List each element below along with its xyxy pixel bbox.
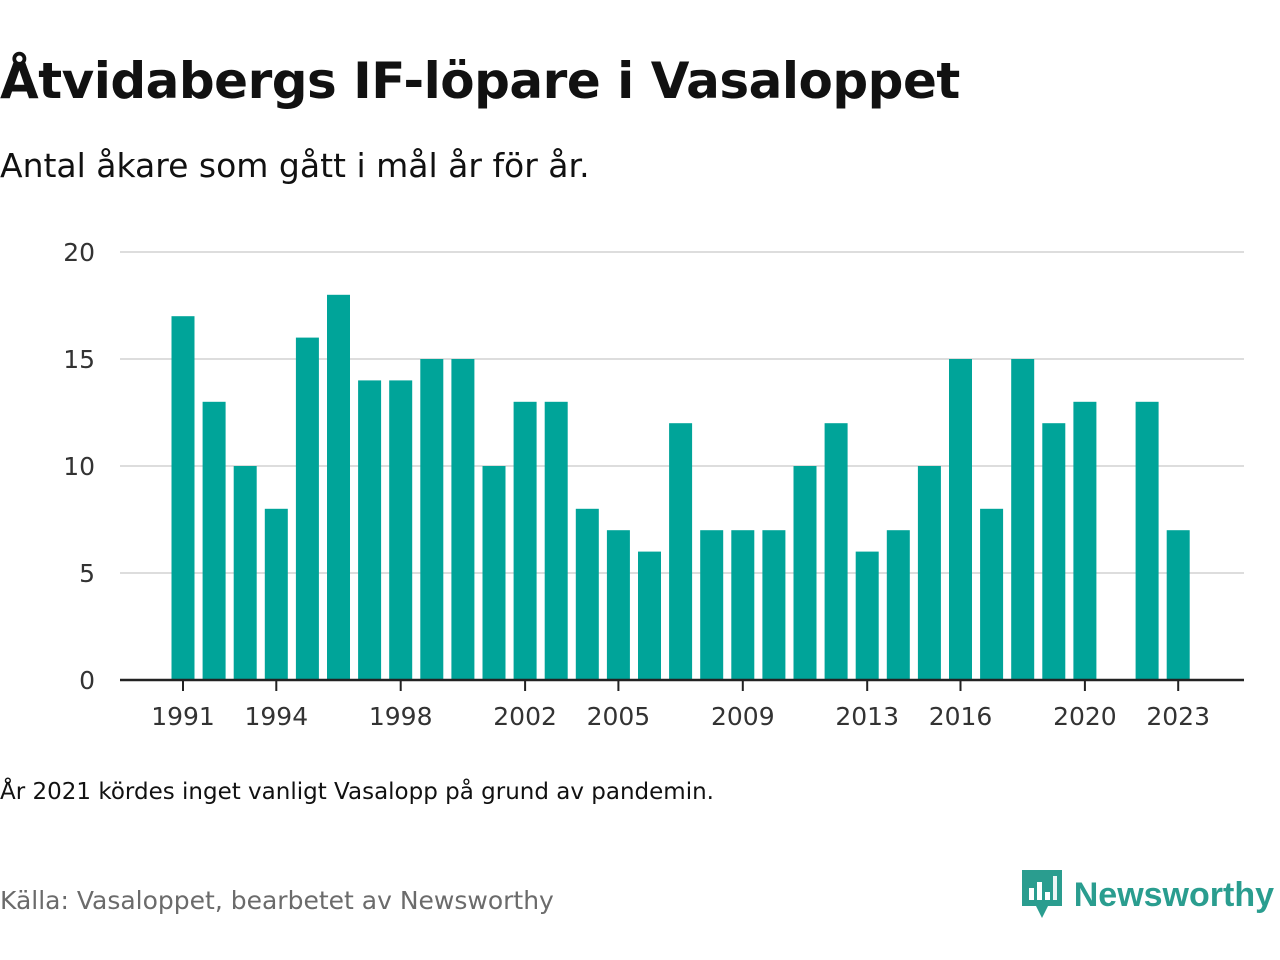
bar-chart: 0 5 10 15 20 1991 1994 1998 2002 2005 2009 2013 2016…	[63, 238, 1244, 731]
x-tick-label: 2002	[493, 702, 557, 731]
bar-2019	[1042, 423, 1066, 680]
bar-2020	[1073, 401, 1097, 680]
bar-2000	[451, 359, 475, 680]
bar-2008	[700, 530, 724, 680]
bar-2015	[917, 466, 941, 680]
bars	[171, 294, 1190, 680]
bar-2005	[606, 530, 630, 680]
y-tick-label: 15	[63, 345, 95, 374]
x-tick-label: 2020	[1053, 702, 1117, 731]
bar-2016	[949, 359, 972, 680]
chart-title: Åtvidabergs IF-löpare i Vasaloppet	[0, 52, 960, 110]
bar-2018	[1011, 359, 1035, 680]
x-tick-label: 2013	[835, 702, 899, 731]
y-tick-label: 10	[63, 452, 95, 481]
x-tick-label: 2009	[711, 702, 775, 731]
bar-1994	[264, 508, 288, 680]
bar-1996	[327, 294, 350, 680]
bar-2006	[638, 551, 661, 680]
bar-2011	[793, 466, 817, 680]
tick-labels: 0 5 10 15 20 1991 1994 1998 2002 2005 2009 2013 2016…	[63, 238, 1210, 731]
bar-2022	[1135, 401, 1159, 680]
newsworthy-logo-icon	[1021, 870, 1062, 918]
chart-subtitle: Antal åkare som gått i mål år för år.	[0, 146, 590, 185]
brand-logo: Newsworthy	[1021, 870, 1274, 920]
chart-note: År 2021 kördes inget vanligt Vasalopp på…	[0, 779, 714, 805]
x-axis	[120, 678, 1244, 691]
x-tick-label: 1994	[244, 702, 308, 731]
bar-2013	[855, 551, 879, 680]
bar-2007	[669, 423, 693, 680]
y-tick-label: 0	[79, 666, 95, 695]
brand-name: Newsworthy	[1073, 875, 1274, 914]
bar-1991	[171, 316, 195, 680]
bar-2017	[980, 508, 1004, 680]
bar-1995	[295, 337, 319, 680]
x-tick-label: 1998	[369, 702, 433, 731]
bar-2002	[513, 401, 537, 680]
bar-1999	[420, 359, 444, 680]
bar-1998	[389, 380, 413, 680]
source-text: Källa: Vasaloppet, bearbetet av Newswort…	[0, 886, 554, 915]
y-tick-label: 5	[79, 559, 95, 588]
bar-2009	[731, 530, 755, 680]
bar-2012	[824, 423, 848, 680]
bar-2023	[1166, 530, 1190, 680]
y-tick-label: 20	[63, 238, 95, 267]
bar-1993	[233, 466, 257, 680]
x-tick-label: 2016	[929, 702, 993, 731]
bar-2003	[544, 401, 568, 680]
bar-2004	[575, 508, 599, 680]
x-tick-label: 1991	[151, 702, 215, 731]
bar-1992	[202, 401, 226, 680]
x-tick-label: 2023	[1146, 702, 1210, 731]
x-tick-label: 2005	[587, 702, 651, 731]
bar-2010	[762, 530, 786, 680]
bar-1997	[358, 380, 382, 680]
bar-2014	[886, 530, 910, 680]
bar-2001	[482, 466, 506, 680]
